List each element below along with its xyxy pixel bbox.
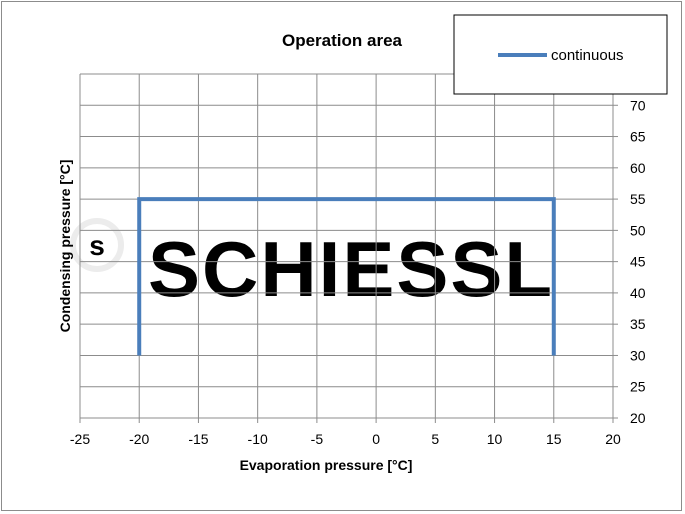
watermark-logo-letter: s <box>89 230 105 261</box>
x-tick-label-1: -20 <box>129 431 149 447</box>
x-tick-label-7: 10 <box>487 431 503 447</box>
series-layer <box>137 197 556 356</box>
x-tick-label-6: 5 <box>431 431 439 447</box>
x-tick-label-5: 0 <box>372 431 380 447</box>
x-tick-label-8: 15 <box>546 431 562 447</box>
legend: continuous <box>453 14 668 95</box>
y-tick-label-5: 45 <box>630 254 646 270</box>
y-axis-ticks: 20 25 30 35 40 45 50 55 60 65 70 <box>630 97 646 426</box>
chart-title: Operation area <box>282 31 403 50</box>
x-tick-label-3: -10 <box>248 431 268 447</box>
y-tick-label-10: 70 <box>630 97 646 113</box>
y-tick-label-0: 20 <box>630 410 646 426</box>
watermark-logo-circle <box>70 218 124 272</box>
y-tick-label-8: 60 <box>630 160 646 176</box>
watermark-text: SCHIESSL <box>148 225 554 313</box>
y-tick-label-7: 55 <box>630 191 646 207</box>
x-tick-label-9: 20 <box>605 431 621 447</box>
y-tick-label-9: 65 <box>630 129 646 145</box>
y-tick-label-1: 25 <box>630 379 646 395</box>
legend-box <box>453 14 668 95</box>
x-tick-label-0: -25 <box>70 431 90 447</box>
watermark: s SCHIESSL <box>70 218 554 313</box>
y-tick-label-6: 50 <box>630 222 646 238</box>
x-axis-ticks: -25 -20 -15 -10 -5 0 5 10 15 20 <box>70 431 621 447</box>
y-tick-label-4: 40 <box>630 285 646 301</box>
y-axis-title: Condensing pressure [°C] <box>57 160 73 333</box>
x-axis-title: Evaporation pressure [°C] <box>240 457 413 473</box>
x-tick-label-2: -15 <box>188 431 208 447</box>
y-tick-label-2: 30 <box>630 347 646 363</box>
series-line-0 <box>137 197 556 356</box>
x-tick-label-4: -5 <box>311 431 324 447</box>
legend-label-continuous: continuous <box>551 47 624 64</box>
y-tick-label-3: 35 <box>630 316 646 332</box>
